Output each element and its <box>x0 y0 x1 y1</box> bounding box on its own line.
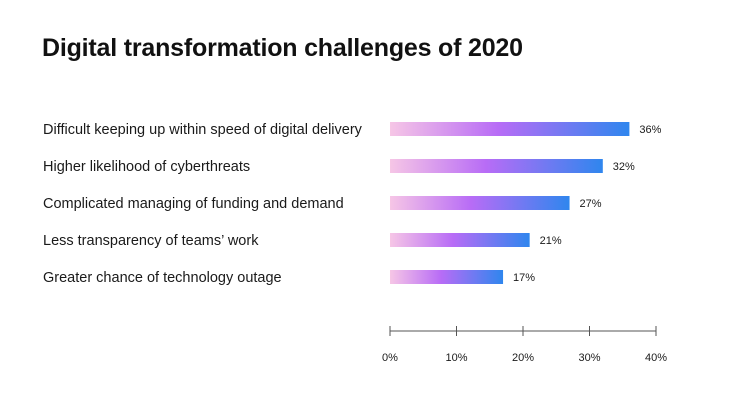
category-label: Complicated managing of funding and dema… <box>43 196 344 212</box>
value-label: 17% <box>513 272 535 284</box>
value-label: 36% <box>639 124 661 136</box>
value-label: 21% <box>540 235 562 247</box>
bars-layer: Difficult keeping up within speed of dig… <box>43 122 662 286</box>
x-tick-label: 10% <box>445 352 467 364</box>
bar <box>390 122 630 136</box>
value-label: 32% <box>613 161 635 173</box>
bar <box>390 196 570 210</box>
bar <box>390 159 603 173</box>
category-label: Greater chance of technology outage <box>43 270 282 286</box>
x-tick-label: 20% <box>512 352 534 364</box>
value-label: 27% <box>580 198 602 210</box>
bar <box>390 270 504 284</box>
x-tick-label: 40% <box>645 352 667 364</box>
x-tick-label: 0% <box>382 352 398 364</box>
bar <box>390 233 530 247</box>
x-tick-label: 30% <box>578 352 600 364</box>
category-label: Less transparency of teams’ work <box>43 233 259 249</box>
x-axis: 0% 10% 20% 30% 40% <box>382 326 667 364</box>
category-label: Difficult keeping up within speed of dig… <box>43 122 363 138</box>
category-label: Higher likelihood of cyberthreats <box>43 159 250 175</box>
chart-title: Digital transformation challenges of 202… <box>42 34 523 62</box>
